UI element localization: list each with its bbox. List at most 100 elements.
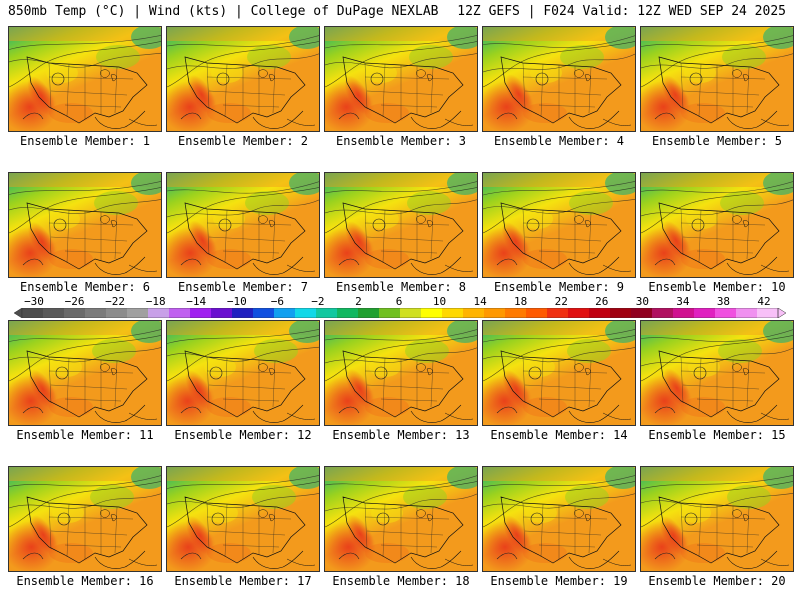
ensemble-member-map (640, 466, 794, 572)
ensemble-member-label: Ensemble Member: 5 (651, 134, 783, 148)
ensemble-member-map (640, 172, 794, 278)
colorbar-tick-label: 38 (716, 295, 731, 308)
colorbar-swatch (316, 308, 338, 318)
colorbar-swatch (337, 308, 359, 318)
colorbar-swatch (673, 308, 695, 318)
colorbar-tick-label: 14 (473, 295, 487, 308)
colorbar-swatch (190, 308, 212, 318)
colorbar-swatch (253, 308, 275, 318)
ensemble-member-map (166, 320, 320, 426)
colorbar-swatch (547, 308, 569, 318)
colorbar-swatch (610, 308, 632, 318)
map-title: 850mb Temp (°C) | Wind (kts) | College o… (8, 4, 439, 19)
colorbar-swatch (589, 308, 611, 318)
ensemble-member-map (482, 320, 636, 426)
colorbar-swatch (484, 308, 506, 318)
ensemble-member-label: Ensemble Member: 7 (177, 280, 309, 294)
colorbar-swatch (736, 308, 758, 318)
colorbar-swatch (715, 308, 737, 318)
temperature-colorbar (14, 308, 786, 318)
ensemble-member-label: Ensemble Member: 9 (493, 280, 625, 294)
colorbar-swatch (568, 308, 590, 318)
ensemble-member-label: Ensemble Member: 14 (490, 428, 628, 442)
ensemble-member-label: Ensemble Member: 1 (19, 134, 151, 148)
colorbar-swatch (148, 308, 170, 318)
ensemble-member-map (324, 320, 478, 426)
ensemble-member-map (8, 26, 162, 132)
colorbar-tick-label: −22 (105, 295, 126, 308)
colorbar-tick-label: 26 (595, 295, 609, 308)
colorbar-tick-label: −6 (270, 295, 284, 308)
ensemble-member-label: Ensemble Member: 20 (648, 574, 786, 588)
colorbar-swatch (295, 308, 317, 318)
colorbar-tick-label: 10 (432, 295, 447, 308)
ensemble-member-label: Ensemble Member: 17 (174, 574, 312, 588)
colorbar-swatch (379, 308, 401, 318)
ensemble-member-label: Ensemble Member: 16 (16, 574, 154, 588)
colorbar-swatch (652, 308, 674, 318)
colorbar-swatch (43, 308, 65, 318)
ensemble-member-label: Ensemble Member: 4 (493, 134, 625, 148)
ensemble-member-label: Ensemble Member: 18 (332, 574, 470, 588)
run-valid-time: 12Z GEFS | F024 Valid: 12Z WED SEP 24 20… (457, 4, 786, 19)
colorbar-swatch (169, 308, 191, 318)
colorbar-swatch (22, 308, 44, 318)
ensemble-member-label: Ensemble Member: 19 (490, 574, 628, 588)
colorbar-swatch (505, 308, 527, 318)
colorbar-swatch (526, 308, 548, 318)
colorbar-swatch (757, 308, 779, 318)
ensemble-member-map (482, 172, 636, 278)
ensemble-member-map (8, 320, 162, 426)
colorbar-swatch (127, 308, 149, 318)
ensemble-member-label: Ensemble Member: 2 (177, 134, 309, 148)
colorbar-swatch (631, 308, 653, 318)
colorbar-tick-label: 42 (757, 295, 771, 308)
colorbar-swatch (694, 308, 716, 318)
ensemble-member-map (482, 26, 636, 132)
colorbar-swatch (211, 308, 233, 318)
ensemble-member-map (324, 26, 478, 132)
ensemble-member-label: Ensemble Member: 3 (335, 134, 467, 148)
colorbar-tick-label: 34 (676, 295, 690, 308)
colorbar-tick-label: −18 (145, 295, 166, 308)
colorbar-tick-label: −30 (24, 295, 44, 308)
colorbar-tick-label: −2 (311, 295, 325, 308)
ensemble-member-label: Ensemble Member: 11 (16, 428, 154, 442)
colorbar-tick-label: −14 (186, 295, 207, 308)
ensemble-member-label: Ensemble Member: 8 (335, 280, 467, 294)
colorbar-outline (21, 308, 779, 318)
ensemble-member-label: Ensemble Member: 15 (648, 428, 786, 442)
colorbar-swatch (274, 308, 296, 318)
ensemble-member-label: Ensemble Member: 10 (648, 280, 786, 294)
colorbar-tick-label: 22 (554, 295, 568, 308)
ensemble-member-map (166, 26, 320, 132)
colorbar-swatch (358, 308, 380, 318)
ensemble-member-label: Ensemble Member: 12 (174, 428, 312, 442)
ensemble-member-map (324, 466, 478, 572)
colorbar-swatch (106, 308, 128, 318)
ensemble-member-map (166, 466, 320, 572)
colorbar-swatch (85, 308, 107, 318)
ensemble-member-map (640, 320, 794, 426)
colorbar-swatch (400, 308, 422, 318)
ensemble-member-map (166, 172, 320, 278)
colorbar-tick-label: −26 (64, 295, 85, 308)
ensemble-member-map (640, 26, 794, 132)
colorbar-swatch (442, 308, 464, 318)
ensemble-member-label: Ensemble Member: 13 (332, 428, 470, 442)
colorbar-max-arrow (777, 308, 786, 318)
ensemble-member-map (324, 172, 478, 278)
colorbar-min-arrow (14, 308, 23, 318)
colorbar-tick-label: 30 (635, 295, 649, 308)
colorbar-swatch (421, 308, 443, 318)
ensemble-member-map (8, 466, 162, 572)
ensemble-member-map (482, 466, 636, 572)
colorbar-tick-label: 6 (395, 295, 403, 308)
ensemble-member-label: Ensemble Member: 6 (19, 280, 151, 294)
colorbar-tick-label: 2 (355, 295, 362, 308)
colorbar-tick-label: −10 (226, 295, 247, 308)
colorbar-swatch (463, 308, 485, 318)
ensemble-member-map (8, 172, 162, 278)
colorbar-swatch (64, 308, 86, 318)
colorbar-swatch (232, 308, 254, 318)
